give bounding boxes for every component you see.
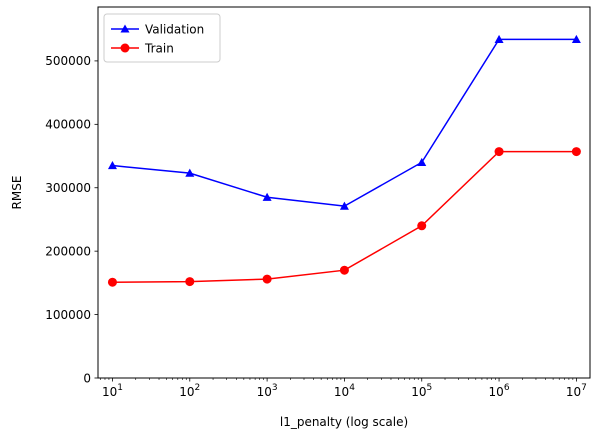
data-point-validation — [417, 157, 427, 166]
data-point-validation — [494, 34, 504, 43]
y-tick-label: 0 — [83, 371, 91, 385]
data-point-validation — [107, 161, 117, 170]
legend-marker-validation — [120, 24, 130, 33]
data-point-train — [571, 147, 581, 157]
x-tick-label: 105 — [411, 383, 432, 399]
y-tick-label: 100000 — [45, 308, 91, 322]
x-axis-ticks: 101 102 103 104 105 106 107 — [102, 378, 587, 399]
x-tick-base: 10 — [334, 385, 349, 399]
x-tick-label: 103 — [257, 383, 278, 399]
x-tick-base: 10 — [566, 385, 581, 399]
x-tick-base: 10 — [102, 385, 117, 399]
legend-marker-train — [120, 43, 130, 53]
x-tick-exponent: 5 — [427, 383, 433, 393]
data-point-validation — [185, 168, 195, 177]
plot-background — [98, 7, 590, 378]
x-tick-exponent: 6 — [504, 383, 510, 393]
data-point-train — [417, 221, 427, 231]
y-axis-label: RMSE — [10, 176, 24, 210]
x-tick-exponent: 2 — [195, 383, 201, 393]
x-tick-label: 101 — [102, 383, 123, 399]
x-tick-exponent: 7 — [581, 383, 587, 393]
x-tick-label: 107 — [566, 383, 587, 399]
legend: Validation Train — [103, 13, 221, 63]
x-tick-exponent: 4 — [349, 383, 355, 393]
x-tick-exponent: 1 — [117, 383, 123, 393]
x-tick-base: 10 — [179, 385, 194, 399]
data-point-validation — [262, 192, 272, 201]
data-point-train — [494, 147, 504, 157]
y-axis-ticks: 0 100000 200000 300000 400000 500000 — [45, 54, 98, 385]
x-tick-label: 102 — [179, 383, 200, 399]
data-point-validation — [571, 34, 581, 43]
legend-label-train: Train — [144, 42, 174, 56]
x-tick-base: 10 — [257, 385, 272, 399]
legend-label-validation: Validation — [145, 23, 204, 37]
x-tick-exponent: 3 — [272, 383, 278, 393]
data-point-train — [262, 274, 272, 284]
series-layer — [107, 34, 581, 287]
plot-frame — [97, 6, 591, 379]
y-tick-label: 400000 — [45, 118, 91, 132]
x-tick-label: 106 — [489, 383, 510, 399]
x-axis-label: l1_penalty (log scale) — [280, 415, 408, 429]
x-tick-label: 104 — [334, 383, 355, 399]
data-point-train — [339, 265, 349, 275]
legend-box — [103, 13, 221, 63]
y-tick-label: 300000 — [45, 181, 91, 195]
y-tick-label: 500000 — [45, 54, 91, 68]
x-tick-base: 10 — [489, 385, 504, 399]
data-point-validation — [339, 201, 349, 210]
data-point-train — [185, 277, 195, 287]
y-tick-label: 200000 — [45, 244, 91, 258]
data-point-train — [107, 277, 117, 287]
x-tick-base: 10 — [411, 385, 426, 399]
